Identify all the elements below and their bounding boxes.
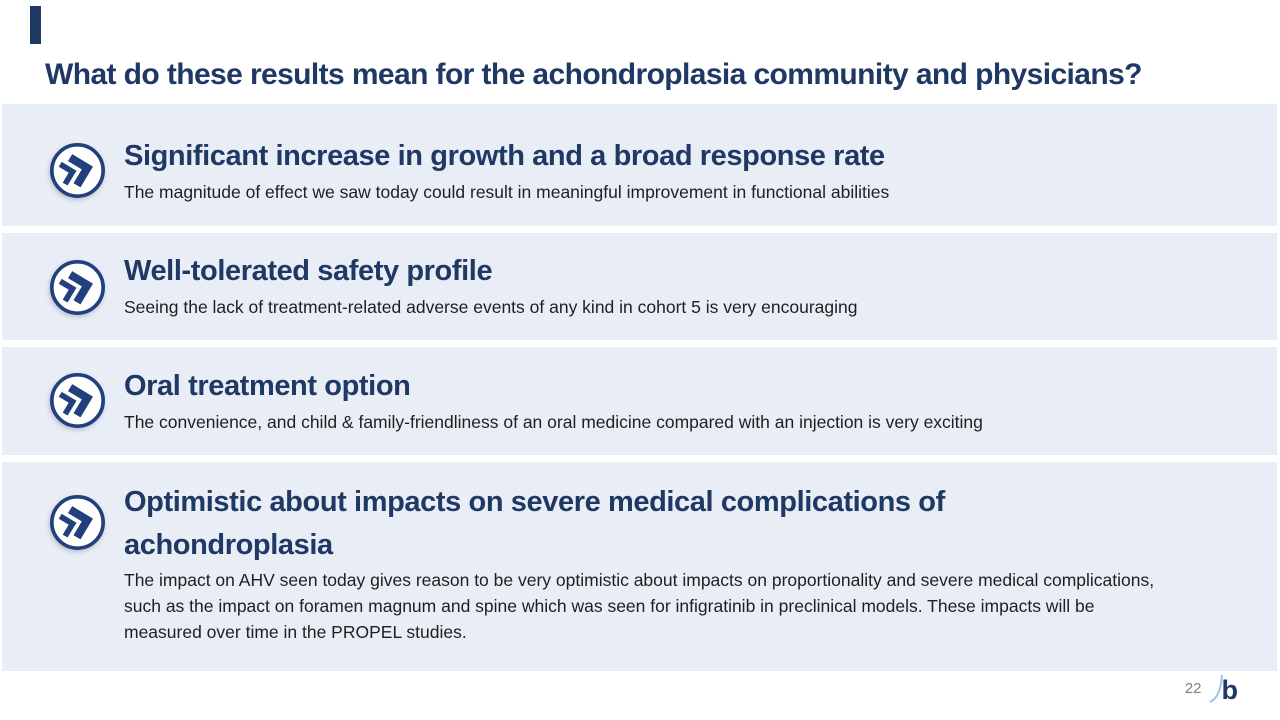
band-body-1: The magnitude of effect we saw today cou… bbox=[124, 182, 890, 202]
content-band-3 bbox=[2, 347, 1277, 455]
content-band-2 bbox=[2, 233, 1277, 340]
content-band-1 bbox=[2, 104, 1277, 226]
top-accent-bar bbox=[30, 6, 41, 44]
band-heading-3: Oral treatment option bbox=[124, 370, 411, 402]
swoosh-icon bbox=[1209, 674, 1223, 703]
band-body-4: The impact on AHV seen today gives reaso… bbox=[124, 570, 1155, 642]
band-heading-4: Optimistic about impacts on severe medic… bbox=[124, 486, 945, 561]
band-body-3: The convenience, and child & family-frie… bbox=[124, 412, 983, 432]
double-chevron-icon bbox=[50, 143, 105, 198]
band-body-2: Seeing the lack of treatment-related adv… bbox=[124, 297, 858, 317]
content-band-4 bbox=[2, 462, 1277, 671]
double-chevron-icon bbox=[50, 260, 105, 315]
logo-letter: b bbox=[1221, 675, 1239, 705]
slide-footer: 22 b bbox=[1185, 672, 1238, 704]
double-chevron-icon bbox=[50, 495, 105, 550]
double-chevron-icon bbox=[50, 373, 105, 428]
slide-title: What do these results mean for the achon… bbox=[45, 58, 1142, 91]
band-heading-2: Well-tolerated safety profile bbox=[124, 255, 493, 287]
brand-logo: b bbox=[1208, 672, 1239, 705]
page-number: 22 bbox=[1184, 679, 1202, 697]
band-heading-1: Significant increase in growth and a bro… bbox=[124, 140, 885, 172]
